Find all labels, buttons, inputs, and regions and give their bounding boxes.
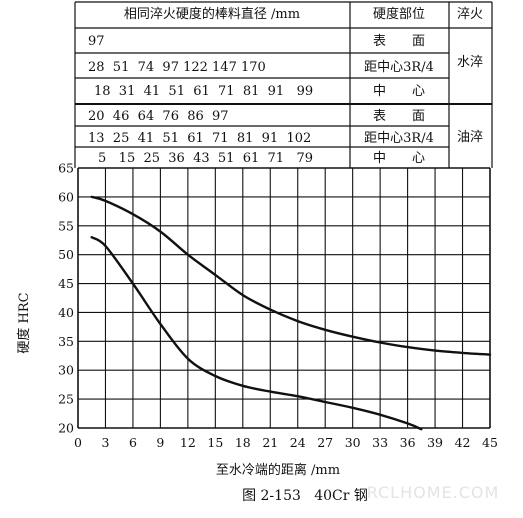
y-tick-label: 55 (58, 218, 74, 233)
y-tick-label: 30 (58, 363, 74, 378)
x-tick-label: 9 (156, 435, 164, 450)
chart-grid (77, 167, 491, 429)
table-group-oil: 油淬 (457, 130, 483, 145)
x-tick-label: 21 (262, 435, 278, 450)
y-tick-label: 60 (58, 189, 74, 204)
x-tick-label: 27 (317, 435, 333, 450)
x-axis-label: 至水冷端的距离 /mm (216, 462, 340, 478)
table-header-position: 硬度部位 (373, 6, 425, 22)
y-tick-label: 50 (58, 247, 74, 262)
x-tick-label: 12 (180, 435, 196, 450)
table-row-values: 18 31 41 51 61 71 81 91 99 (94, 84, 313, 99)
figure-caption: 图 2-153 40Cr 钢 (242, 488, 368, 504)
x-tick-label: 33 (372, 435, 388, 450)
x-tick-label: 18 (235, 435, 251, 450)
x-tick-label: 36 (400, 435, 416, 450)
y-tick-label: 25 (58, 392, 74, 407)
table-row-position: 表 面 (373, 109, 425, 124)
watermark: RCLHOME.COM (367, 483, 500, 502)
chart-curves (90, 195, 492, 431)
y-tick-label: 65 (58, 161, 74, 176)
table-row-values: 5 15 25 36 43 51 61 71 79 (98, 151, 313, 166)
table-row-position: 距中心3R/4 (364, 131, 434, 146)
x-tick-label: 42 (455, 435, 471, 450)
table-row-position: 中 心 (373, 84, 425, 99)
upper-band-curve (90, 195, 492, 356)
table-row-position: 表 面 (373, 34, 425, 49)
table-header-diameter: 相同淬火硬度的棒料直径 /mm (124, 6, 300, 22)
table-row-values: 20 46 64 76 86 97 (88, 109, 229, 124)
x-tick-label: 15 (207, 435, 223, 450)
x-tick-label: 6 (129, 435, 137, 450)
table-row-values: 28 51 74 97 122 147 170 (88, 60, 266, 75)
x-tick-label: 3 (101, 435, 109, 450)
y-tick-label: 35 (58, 334, 74, 349)
y-tick-label: 45 (58, 276, 74, 291)
table-row-position: 距中心3R/4 (364, 60, 434, 75)
table-row-values: 13 25 41 51 61 71 81 91 102 (88, 131, 311, 146)
x-tick-label: 30 (345, 435, 361, 450)
table-row-position: 中 心 (373, 151, 425, 166)
table-header-quench: 淬火 (457, 7, 483, 22)
y-tick-label: 40 (58, 305, 74, 320)
chart-tick-labels: 0 3 6 9 12 15 18 21 24 27 30 33 36 39 42 45202530354045… (58, 161, 498, 451)
lower-band-curve (90, 236, 423, 431)
table-group-water: 水淬 (457, 55, 483, 70)
y-tick-label: 20 (58, 421, 74, 436)
hardenability-table (74, 1, 493, 168)
x-tick-label: 0 (74, 435, 82, 450)
y-axis-label: 硬度 HRC (16, 292, 32, 353)
x-tick-label: 39 (427, 435, 443, 450)
table-row-values: 97 (88, 34, 105, 49)
x-tick-label: 45 (482, 435, 498, 450)
x-tick-label: 24 (290, 435, 306, 450)
